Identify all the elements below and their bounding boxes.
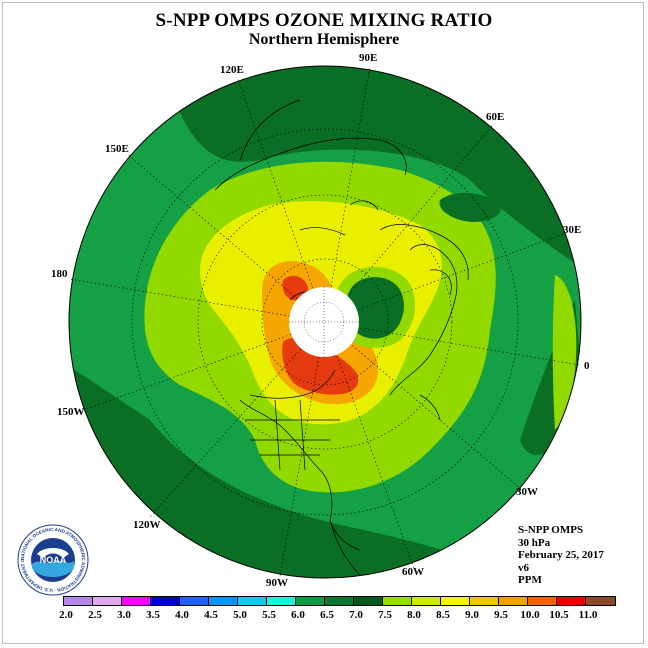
colorbar-tick-label: 3.5 [146,609,160,621]
colorbar-tick-label: 6.0 [291,609,305,621]
colorbar-tick-label: 5.5 [262,609,276,621]
lon-label-120w: 120W [133,519,161,531]
east-peak-spot [439,192,502,222]
info-version: v6 [518,561,529,574]
info-units: PPM [518,574,542,586]
colorbar-segment [267,597,296,605]
colorbar-segment [441,597,470,605]
colorbar-segment [557,597,586,605]
lon-label-90w: 90W [266,577,288,589]
mid-band-east-edge [552,275,577,430]
colorbar-segment [354,597,383,605]
colorbar-segment [122,597,151,605]
colorbar-segment [93,597,122,605]
colorbar-tick-label: 2.0 [59,609,73,621]
colorbar-segment [586,597,615,605]
polar-cap [289,287,359,357]
lon-label-90e: 90E [359,52,378,64]
colorbar-tick-label: 4.0 [175,609,189,621]
colorbar [63,596,616,606]
lon-label-120e: 120E [220,64,244,76]
colorbar-segment [383,597,412,605]
colorbar-tick-label: 3.0 [117,609,131,621]
info-level: 30 hPa [518,536,551,549]
info-block: S-NPP OMPS 30 hPa February 25, 2017 v6 P… [518,524,604,587]
colorbar-segment [412,597,441,605]
max-band [282,337,359,395]
colorbar-tick-label: 4.5 [204,609,218,621]
polar-cap-grid [289,287,359,357]
colorbar-segment [64,597,93,605]
low-vortex [346,277,404,339]
colorbar-segment [296,597,325,605]
map-border [68,65,582,579]
noaa-logo: NATIONAL OCEANIC AND ATMOSPHERIC ADMINIS… [17,524,89,596]
colorbar-tick-label: 8.5 [436,609,450,621]
colorbar-segment [470,597,499,605]
colorbar-tick-label: 7.0 [349,609,363,621]
colorbar-segment [180,597,209,605]
lon-label-150e: 150E [105,143,129,155]
info-instrument: S-NPP OMPS [518,524,584,536]
lon-label-180: 180 [51,268,68,280]
lon-label-30e: 30E [563,224,582,236]
colorbar-tick-label: 2.5 [88,609,102,621]
lon-label-0: 0 [584,360,590,372]
lon-label-60e: 60E [486,111,505,123]
colorbar-tick-label: 7.5 [378,609,392,621]
logo-text: NOAA [40,555,67,565]
colorbar-segment [238,597,267,605]
map-subtitle: Northern Hemisphere [248,31,400,48]
colorbar-segment [209,597,238,605]
graticule [69,65,581,577]
colorbar-segment [325,597,354,605]
colorbar-tick-label: 10.5 [549,609,569,621]
colorbar-segment [499,597,528,605]
colorbar-tick-label: 9.5 [494,609,508,621]
lon-label-60w: 60W [402,566,424,578]
colorbar-tick-label: 10.0 [520,609,540,621]
colorbar-segment [528,597,557,605]
max-band-north [282,275,309,301]
map-title: S-NPP OMPS OZONE MIXING RATIO [155,10,493,31]
colorbar-tick-label: 8.0 [407,609,421,621]
coastlines [214,99,469,576]
lon-label-30w: 30W [516,486,538,498]
info-date: February 25, 2017 [518,549,604,561]
lon-label-150w: 150W [57,406,85,418]
colorbar-tick-label: 5.0 [233,609,247,621]
colorbar-segment [151,597,180,605]
colorbar-tick-label: 11.0 [578,609,598,621]
colorbar-tick-label: 6.5 [320,609,334,621]
colorbar-tick-label: 9.0 [465,609,479,621]
